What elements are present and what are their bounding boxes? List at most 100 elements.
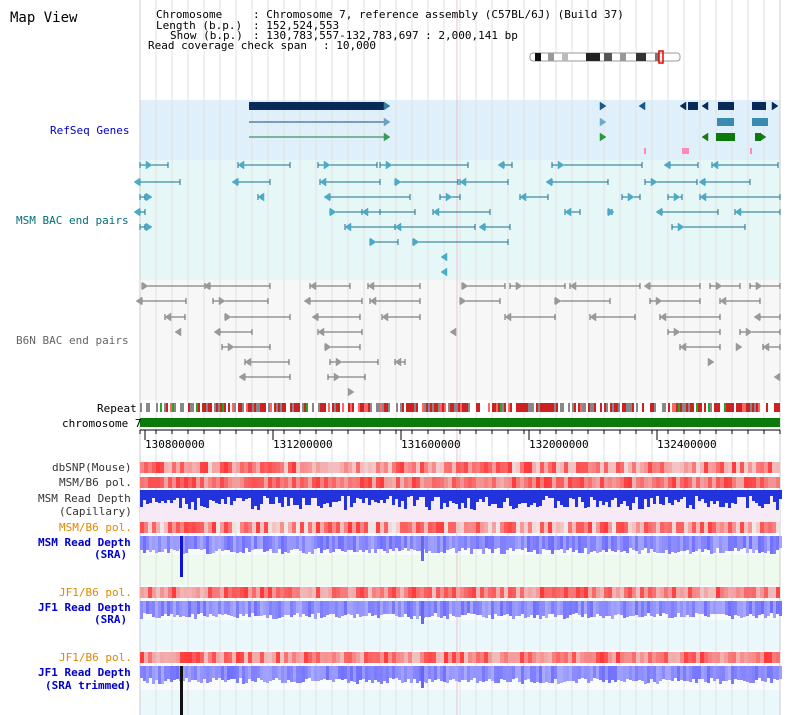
heat-cell (304, 587, 308, 598)
depth-bar (674, 536, 677, 553)
depth-bar (254, 536, 257, 549)
repeat-segment (692, 403, 694, 412)
depth-bar (722, 490, 725, 507)
heat-cell (208, 587, 212, 598)
heat-cell (656, 522, 660, 533)
repeat-segment (296, 403, 298, 412)
heat-cell (296, 462, 300, 473)
track-label-jf1-b6-pol-2[interactable]: JF1/B6 pol. (59, 651, 132, 664)
depth-bar (182, 601, 185, 616)
heat-cell (700, 462, 704, 473)
heat-cell (396, 587, 400, 598)
heat-cell (724, 462, 728, 473)
heat-cell (316, 587, 320, 598)
repeat-segment (758, 403, 760, 412)
heat-cell (636, 587, 640, 598)
heat-cell (584, 477, 588, 488)
heat-cell (516, 652, 520, 663)
refseq-gene-arrow (599, 101, 607, 111)
depth-bar (437, 601, 440, 617)
track-label-jf1-b6-pol-1[interactable]: JF1/B6 pol. (59, 586, 132, 599)
heat-cell (160, 462, 164, 473)
heat-cell (508, 477, 512, 488)
repeat-segment (268, 403, 270, 412)
heat-cell (432, 652, 436, 663)
track-label-jf1-depth-sra[interactable]: JF1 Read Depth (38, 601, 131, 614)
heat-cell (660, 652, 664, 663)
depth-bar (140, 601, 143, 619)
heat-cell (324, 477, 328, 488)
depth-bar (209, 490, 212, 500)
track-label-msm-bac[interactable]: MSM BAC end pairs (16, 214, 129, 227)
track-label-msm-b6-pol-2[interactable]: MSM/B6 pol. (59, 521, 132, 534)
heat-cell (680, 462, 684, 473)
heat-cell (748, 477, 752, 488)
heat-cell (200, 522, 204, 533)
depth-bar (635, 536, 638, 551)
refseq-gene-arrow (599, 132, 607, 142)
heat-cell (740, 522, 744, 533)
depth-bar (371, 536, 374, 549)
depth-bar (509, 601, 512, 616)
track-label-dbsnp[interactable]: dbSNP(Mouse) (52, 461, 132, 474)
heat-cell (436, 462, 440, 473)
track-label-b6n-bac[interactable]: B6N BAC end pairs (16, 334, 129, 347)
heat-cell (192, 587, 196, 598)
heat-cell (444, 477, 448, 488)
heat-cell (688, 587, 692, 598)
heat-cell (688, 522, 692, 533)
depth-bar (725, 490, 728, 503)
depth-bar (389, 666, 392, 678)
depth-bar (395, 490, 398, 499)
track-label-msm-depth-sra[interactable]: MSM Read Depth (38, 536, 131, 549)
depth-bar (749, 536, 752, 549)
depth-bar (539, 490, 542, 506)
depth-bar (305, 490, 308, 505)
depth-bar (374, 601, 377, 615)
b6n-bac-end (174, 327, 182, 337)
depth-bar (356, 601, 359, 614)
repeat-segment (604, 403, 606, 412)
depth-bar (749, 666, 752, 683)
repeat-segment (232, 403, 234, 412)
heat-cell (392, 522, 396, 533)
depth-bar (416, 666, 419, 683)
heat-cell (652, 477, 656, 488)
depth-bar (251, 601, 254, 613)
heat-cell (396, 652, 400, 663)
heat-cell (720, 652, 724, 663)
heat-cell (632, 522, 636, 533)
repeat-segment (714, 403, 716, 412)
repeat-segment (310, 403, 312, 412)
heat-cell (316, 462, 320, 473)
b6n-bac-end (335, 357, 343, 367)
track-label-chromosome[interactable]: chromosome 7 (62, 417, 142, 430)
track-label-msm-b6-pol-1[interactable]: MSM/B6 pol. (59, 476, 132, 489)
repeat-segment (614, 403, 616, 412)
heat-cell (352, 587, 356, 598)
depth-bar (674, 666, 677, 678)
repeat-segment (666, 403, 668, 412)
heat-cell (372, 522, 376, 533)
depth-bar (392, 490, 395, 505)
depth-bar (368, 601, 371, 613)
repeat-segment (512, 403, 514, 412)
heat-cell (652, 587, 656, 598)
repeat-segment (158, 403, 160, 412)
depth-bar (509, 536, 512, 548)
depth-bar (620, 666, 623, 681)
heat-cell (408, 652, 412, 663)
heat-cell (536, 522, 540, 533)
heat-cell (484, 477, 488, 488)
depth-bar (155, 536, 158, 553)
track-label-repeat[interactable]: Repeat (97, 402, 137, 415)
track-label-msm-depth-cap[interactable]: MSM Read Depth (38, 492, 131, 505)
b6n-bac-end (504, 312, 512, 322)
track-label-refseq[interactable]: RefSeq Genes (50, 124, 130, 137)
repeat-segment (572, 403, 574, 412)
heat-cell (644, 462, 648, 473)
track-label-jf1-depth-trim[interactable]: JF1 Read Depth (38, 666, 131, 679)
depth-bar (494, 601, 497, 614)
heat-cell (252, 522, 256, 533)
